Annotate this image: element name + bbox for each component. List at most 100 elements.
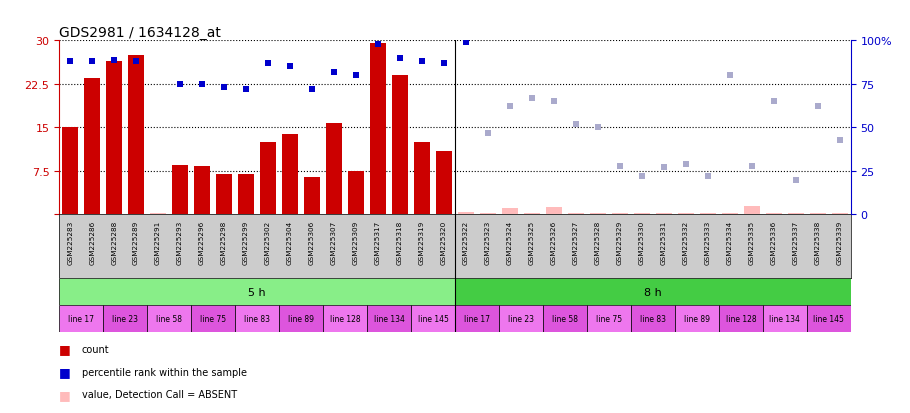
Text: GSM225325: GSM225325 xyxy=(529,220,535,264)
Text: GSM225320: GSM225320 xyxy=(441,220,447,264)
Text: GSM225302: GSM225302 xyxy=(265,220,271,264)
Text: line 83: line 83 xyxy=(244,315,270,323)
Bar xyxy=(634,213,650,215)
Text: GSM225304: GSM225304 xyxy=(287,220,293,264)
Point xyxy=(349,73,363,79)
Text: percentile rank within the sample: percentile rank within the sample xyxy=(82,367,247,377)
Bar xyxy=(723,213,738,215)
Bar xyxy=(546,208,561,215)
Bar xyxy=(106,62,122,215)
Text: line 58: line 58 xyxy=(157,315,182,323)
Bar xyxy=(480,213,496,215)
Point xyxy=(129,59,144,65)
Text: line 83: line 83 xyxy=(640,315,666,323)
Text: GSM225335: GSM225335 xyxy=(749,220,755,264)
Bar xyxy=(656,213,672,215)
Bar xyxy=(195,167,210,215)
Text: GSM225323: GSM225323 xyxy=(485,220,491,264)
Text: GSM225334: GSM225334 xyxy=(727,220,733,264)
Text: GSM225329: GSM225329 xyxy=(617,220,623,264)
Bar xyxy=(147,306,191,332)
Bar xyxy=(455,279,851,306)
Text: line 134: line 134 xyxy=(374,315,404,323)
Bar xyxy=(436,151,451,215)
Bar xyxy=(568,213,583,215)
Text: GDS2981 / 1634128_at: GDS2981 / 1634128_at xyxy=(59,26,221,40)
Text: ■: ■ xyxy=(59,365,71,378)
Text: GSM225307: GSM225307 xyxy=(331,220,337,264)
Point xyxy=(238,87,253,93)
Bar xyxy=(543,306,587,332)
Bar xyxy=(172,166,187,215)
Point xyxy=(85,59,99,65)
Text: GSM225288: GSM225288 xyxy=(111,220,117,264)
Bar xyxy=(832,213,847,215)
Text: rank, Detection Call = ABSENT: rank, Detection Call = ABSENT xyxy=(82,412,232,413)
Text: line 89: line 89 xyxy=(684,315,710,323)
Bar xyxy=(807,306,851,332)
Bar xyxy=(150,213,166,215)
Text: GSM225327: GSM225327 xyxy=(573,220,579,264)
Text: GSM225333: GSM225333 xyxy=(705,220,711,264)
Point xyxy=(63,59,77,65)
Point xyxy=(789,177,804,183)
Text: GSM225330: GSM225330 xyxy=(639,220,645,264)
Point xyxy=(657,165,672,171)
Bar xyxy=(392,76,408,215)
Bar xyxy=(191,306,235,332)
Text: ■: ■ xyxy=(59,388,71,401)
Point xyxy=(612,163,627,169)
Point xyxy=(766,99,781,105)
Text: GSM225283: GSM225283 xyxy=(67,220,73,264)
Bar xyxy=(788,213,804,215)
Point xyxy=(370,41,385,48)
Text: line 134: line 134 xyxy=(770,315,800,323)
Bar xyxy=(766,213,782,215)
Text: GSM225324: GSM225324 xyxy=(507,220,513,264)
Bar xyxy=(700,213,715,215)
Text: GSM225309: GSM225309 xyxy=(353,220,359,264)
Point xyxy=(569,121,583,128)
Point xyxy=(106,57,121,64)
Text: 5 h: 5 h xyxy=(248,287,266,297)
Bar xyxy=(59,279,455,306)
Text: GSM225326: GSM225326 xyxy=(551,220,557,264)
Bar xyxy=(678,213,693,215)
Point xyxy=(547,99,561,105)
Text: value, Detection Call = ABSENT: value, Detection Call = ABSENT xyxy=(82,389,237,399)
Point xyxy=(591,125,605,131)
Bar xyxy=(411,306,455,332)
Bar xyxy=(349,171,364,215)
Point xyxy=(283,64,298,71)
Point xyxy=(459,40,473,46)
Bar xyxy=(587,306,631,332)
Text: GSM225332: GSM225332 xyxy=(682,220,689,264)
Text: GSM225317: GSM225317 xyxy=(375,220,381,264)
Bar xyxy=(279,306,323,332)
Text: GSM225319: GSM225319 xyxy=(419,220,425,264)
Text: count: count xyxy=(82,344,109,354)
Bar xyxy=(499,306,543,332)
Text: line 17: line 17 xyxy=(68,315,94,323)
Text: GSM225296: GSM225296 xyxy=(199,220,205,264)
Text: GSM225337: GSM225337 xyxy=(793,220,799,264)
Bar xyxy=(459,212,474,215)
Text: line 58: line 58 xyxy=(552,315,578,323)
Text: GSM225336: GSM225336 xyxy=(771,220,777,264)
Text: GSM225299: GSM225299 xyxy=(243,220,249,264)
Point xyxy=(261,61,276,67)
Point xyxy=(525,95,540,102)
Point xyxy=(701,173,715,180)
Bar xyxy=(612,213,628,215)
Bar xyxy=(524,213,540,215)
Text: line 75: line 75 xyxy=(200,315,227,323)
Text: line 23: line 23 xyxy=(508,315,534,323)
Text: GSM225331: GSM225331 xyxy=(661,220,667,264)
Bar xyxy=(810,213,825,215)
Point xyxy=(437,61,451,67)
Point xyxy=(173,81,187,88)
Bar xyxy=(744,206,760,215)
Text: line 128: line 128 xyxy=(725,315,756,323)
Point xyxy=(305,87,319,93)
Point xyxy=(217,85,231,91)
